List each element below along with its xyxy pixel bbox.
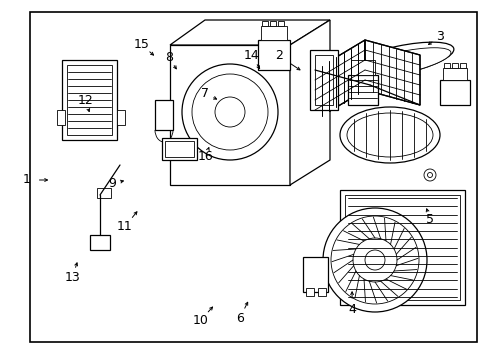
- Bar: [62, 60, 117, 140]
- Text: 16: 16: [197, 150, 213, 163]
- Text: 11: 11: [117, 220, 132, 233]
- Bar: [261, 26, 286, 40]
- Text: 14: 14: [244, 49, 259, 62]
- Bar: [347, 75, 377, 105]
- Bar: [262, 21, 267, 26]
- Text: 6: 6: [235, 312, 243, 325]
- Text: 10: 10: [192, 314, 208, 327]
- Ellipse shape: [346, 42, 453, 78]
- Bar: [350, 60, 374, 75]
- Text: 7: 7: [201, 87, 209, 100]
- Circle shape: [423, 169, 435, 181]
- Circle shape: [192, 74, 267, 150]
- Bar: [317, 288, 325, 296]
- Circle shape: [287, 68, 302, 82]
- Bar: [314, 55, 332, 105]
- Text: 9: 9: [108, 177, 116, 190]
- Bar: [439, 80, 469, 105]
- Bar: [278, 21, 284, 26]
- Circle shape: [330, 216, 418, 304]
- Text: 4: 4: [347, 303, 355, 316]
- Bar: [305, 288, 313, 296]
- Ellipse shape: [348, 48, 450, 78]
- Text: 2: 2: [274, 49, 282, 62]
- Polygon shape: [170, 20, 329, 45]
- Text: 3: 3: [435, 30, 443, 42]
- Text: 12: 12: [78, 94, 93, 107]
- Bar: [451, 63, 457, 68]
- Circle shape: [427, 172, 431, 177]
- Text: 1: 1: [23, 174, 31, 186]
- Polygon shape: [289, 20, 329, 185]
- Circle shape: [364, 250, 384, 270]
- Circle shape: [323, 208, 426, 312]
- Polygon shape: [364, 40, 419, 105]
- Bar: [442, 68, 466, 80]
- Bar: [67, 65, 112, 135]
- Bar: [309, 50, 337, 110]
- Ellipse shape: [339, 107, 439, 163]
- Bar: [269, 21, 275, 26]
- Bar: [164, 141, 194, 157]
- Bar: [117, 110, 125, 125]
- Bar: [90, 235, 110, 250]
- Bar: [170, 45, 289, 185]
- Bar: [258, 40, 289, 70]
- Bar: [443, 63, 449, 68]
- Text: 8: 8: [164, 51, 172, 64]
- Bar: [97, 188, 111, 198]
- Circle shape: [182, 64, 278, 160]
- Bar: [345, 195, 459, 300]
- Bar: [155, 100, 173, 130]
- Bar: [303, 257, 327, 292]
- Text: 5: 5: [426, 213, 433, 226]
- Bar: [57, 110, 65, 125]
- Circle shape: [352, 238, 396, 282]
- Bar: [459, 63, 465, 68]
- Bar: [162, 138, 197, 160]
- Text: 13: 13: [64, 271, 80, 284]
- Polygon shape: [314, 40, 364, 120]
- Circle shape: [291, 72, 297, 78]
- Circle shape: [215, 97, 244, 127]
- Bar: [339, 190, 464, 305]
- Text: 15: 15: [134, 39, 149, 51]
